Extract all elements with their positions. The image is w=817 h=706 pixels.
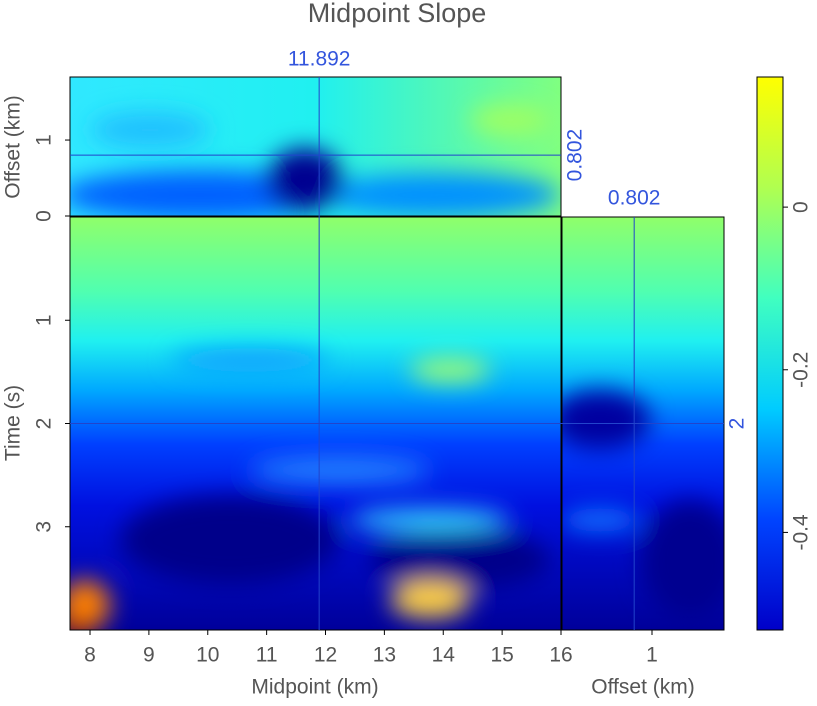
slice-label: 2 [726,418,749,430]
x-tick-label: 13 [373,644,396,667]
side-tick-label: 1 [646,644,658,667]
x-tick-label: 16 [549,644,572,667]
chart-title: Midpoint Slope [308,0,487,28]
x-tick-label: 8 [84,644,96,667]
x-tick-label: 14 [432,644,456,667]
top-panel [70,77,561,216]
y-axis-label: Time (s) [2,385,25,461]
colorbar-tick-label: -0.2 [790,352,813,388]
top-axis-label: Offset (km) [2,95,25,198]
y-tick-label: 1 [33,314,56,326]
x-tick-label: 12 [314,644,337,667]
x-tick-label: 15 [490,644,513,667]
colorbar-tick-label: 0 [790,201,813,213]
panel-frame [69,76,562,217]
top-tick-label: 1 [33,134,56,146]
main-panel [70,217,561,630]
side-axis-label: Offset (km) [591,676,694,699]
x-tick-label: 9 [143,644,155,667]
y-tick-label: 2 [33,418,56,430]
slice-label: 0.802 [608,187,661,210]
top-tick-label: 0 [33,210,56,222]
slice-label: 0.802 [564,129,587,182]
x-tick-label: 10 [196,644,219,667]
x-axis-label: Midpoint (km) [251,676,378,699]
colorbar-tick-label: -0.4 [790,514,813,551]
y-tick-label: 3 [33,521,56,533]
x-tick-label: 11 [256,644,278,667]
slice-label: 11.892 [288,48,351,71]
colorbar [756,76,784,631]
